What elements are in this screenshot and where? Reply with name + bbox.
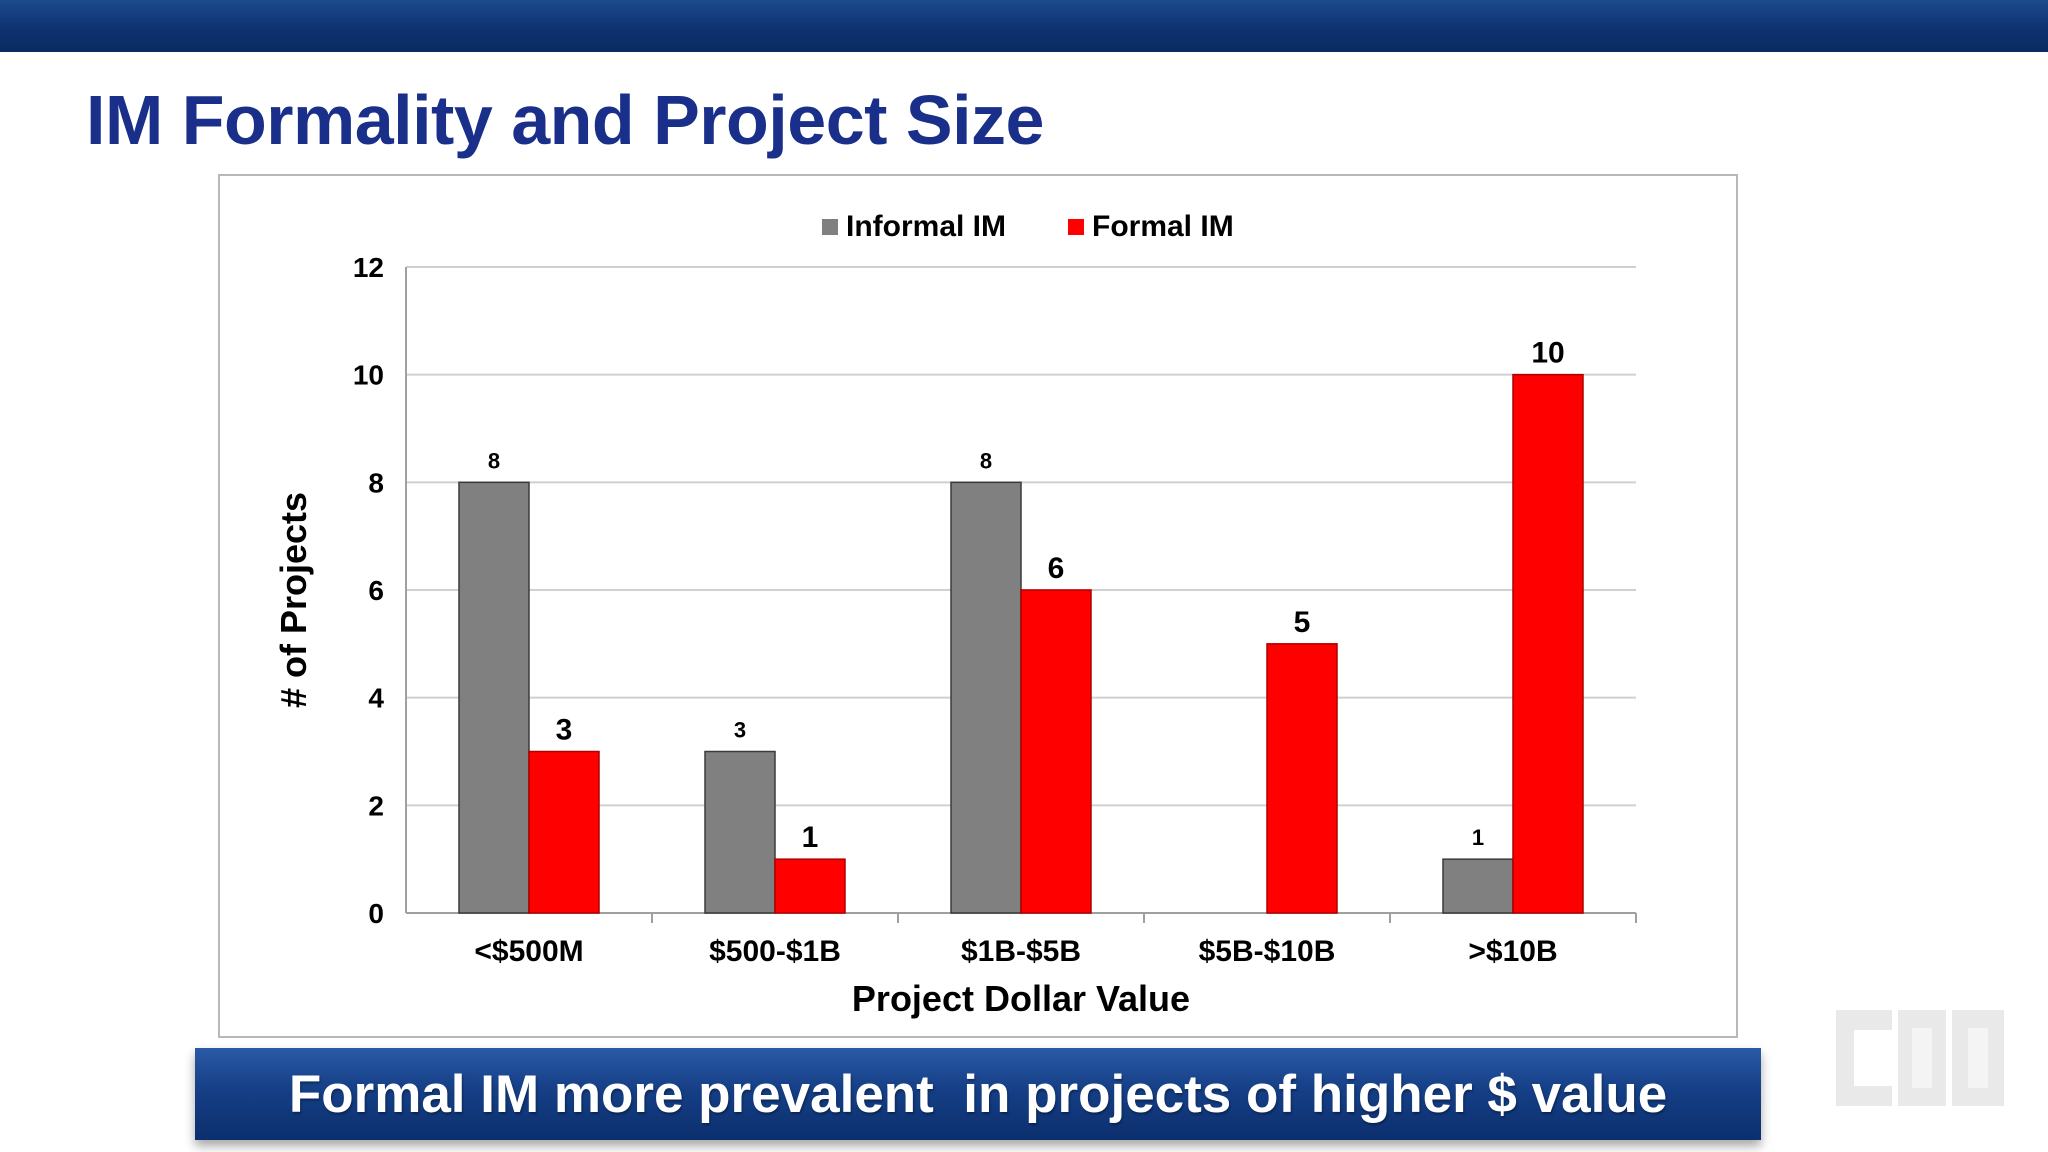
legend-swatch-formal-im <box>1068 219 1084 235</box>
y-tick-label: 10 <box>353 360 384 391</box>
x-tick-label: $500-$1B <box>709 935 841 968</box>
y-tick-label: 0 <box>368 898 384 929</box>
data-label-informal-im-10b: 1 <box>1472 825 1484 850</box>
data-label-formal-im-5b-10b: 5 <box>1294 606 1311 639</box>
bar-formal-im-500m <box>528 750 600 914</box>
conclusion-banner: Formal IM more prevalent in projects of … <box>195 1048 1761 1140</box>
legend-label-informal-im: Informal IM <box>846 210 1006 243</box>
x-tick-labels: <$500M $500-$1B $1B-$5B $5B-$10B >$10B <box>474 935 1557 968</box>
data-labels: 8 3 3 1 8 6 5 1 10 <box>488 337 1565 855</box>
bars <box>458 373 1584 914</box>
slide-title: IM Formality and Project Size <box>86 81 1044 159</box>
x-tick-label: >$10B <box>1468 935 1557 968</box>
x-axis-title: Project Dollar Value <box>852 978 1190 1019</box>
bar-formal-im-500-1b <box>774 858 846 914</box>
bar-informal-im-10b <box>1442 858 1514 914</box>
bar-informal-im-500m <box>458 481 530 914</box>
legend-swatch-informal-im <box>822 219 838 235</box>
data-label-informal-im-500m: 8 <box>488 448 500 473</box>
bar-formal-im-10b <box>1512 373 1584 914</box>
data-label-formal-im-500-1b: 1 <box>802 821 819 854</box>
y-tick-label: 12 <box>353 252 384 283</box>
header-bar <box>0 0 2048 52</box>
conclusion-text: Formal IM more prevalent in projects of … <box>288 1064 1668 1124</box>
data-label-informal-im-500-1b: 3 <box>734 718 746 743</box>
x-tick-label: <$500M <box>474 935 583 968</box>
y-tick-label: 2 <box>368 790 384 821</box>
legend-label-formal-im: Formal IM <box>1092 210 1234 243</box>
bar-formal-im-5b-10b <box>1266 643 1338 914</box>
bar-informal-im-1b-5b <box>950 481 1022 914</box>
y-tick-labels: 0 2 4 6 8 10 12 <box>353 252 385 929</box>
data-label-formal-im-1b-5b: 6 <box>1048 552 1065 585</box>
y-tick-label: 8 <box>368 467 384 498</box>
bar-formal-im-1b-5b <box>1020 589 1092 914</box>
data-label-formal-im-10b: 10 <box>1531 337 1564 370</box>
y-tick-label: 6 <box>368 575 384 606</box>
bar-chart: 0 2 4 6 8 10 12 8 3 3 1 8 6 5 1 10 <$500M $500-$1B $1B-$… <box>273 210 1637 1019</box>
chart-frame: 0 2 4 6 8 10 12 8 3 3 1 8 6 5 1 10 <$500M $500-$1B $1B-$… <box>218 174 1738 1038</box>
data-label-formal-im-500m: 3 <box>556 714 573 747</box>
legend: Informal IM Formal IM <box>822 210 1234 243</box>
data-label-informal-im-1b-5b: 8 <box>980 448 992 473</box>
x-tick-label: $1B-$5B <box>961 935 1081 968</box>
x-tick-label: $5B-$10B <box>1199 935 1336 968</box>
y-tick-label: 4 <box>368 683 384 714</box>
y-axis-title: # of Projects <box>273 492 314 708</box>
cii-logo <box>1836 1010 2004 1106</box>
bar-informal-im-500-1b <box>704 750 776 914</box>
